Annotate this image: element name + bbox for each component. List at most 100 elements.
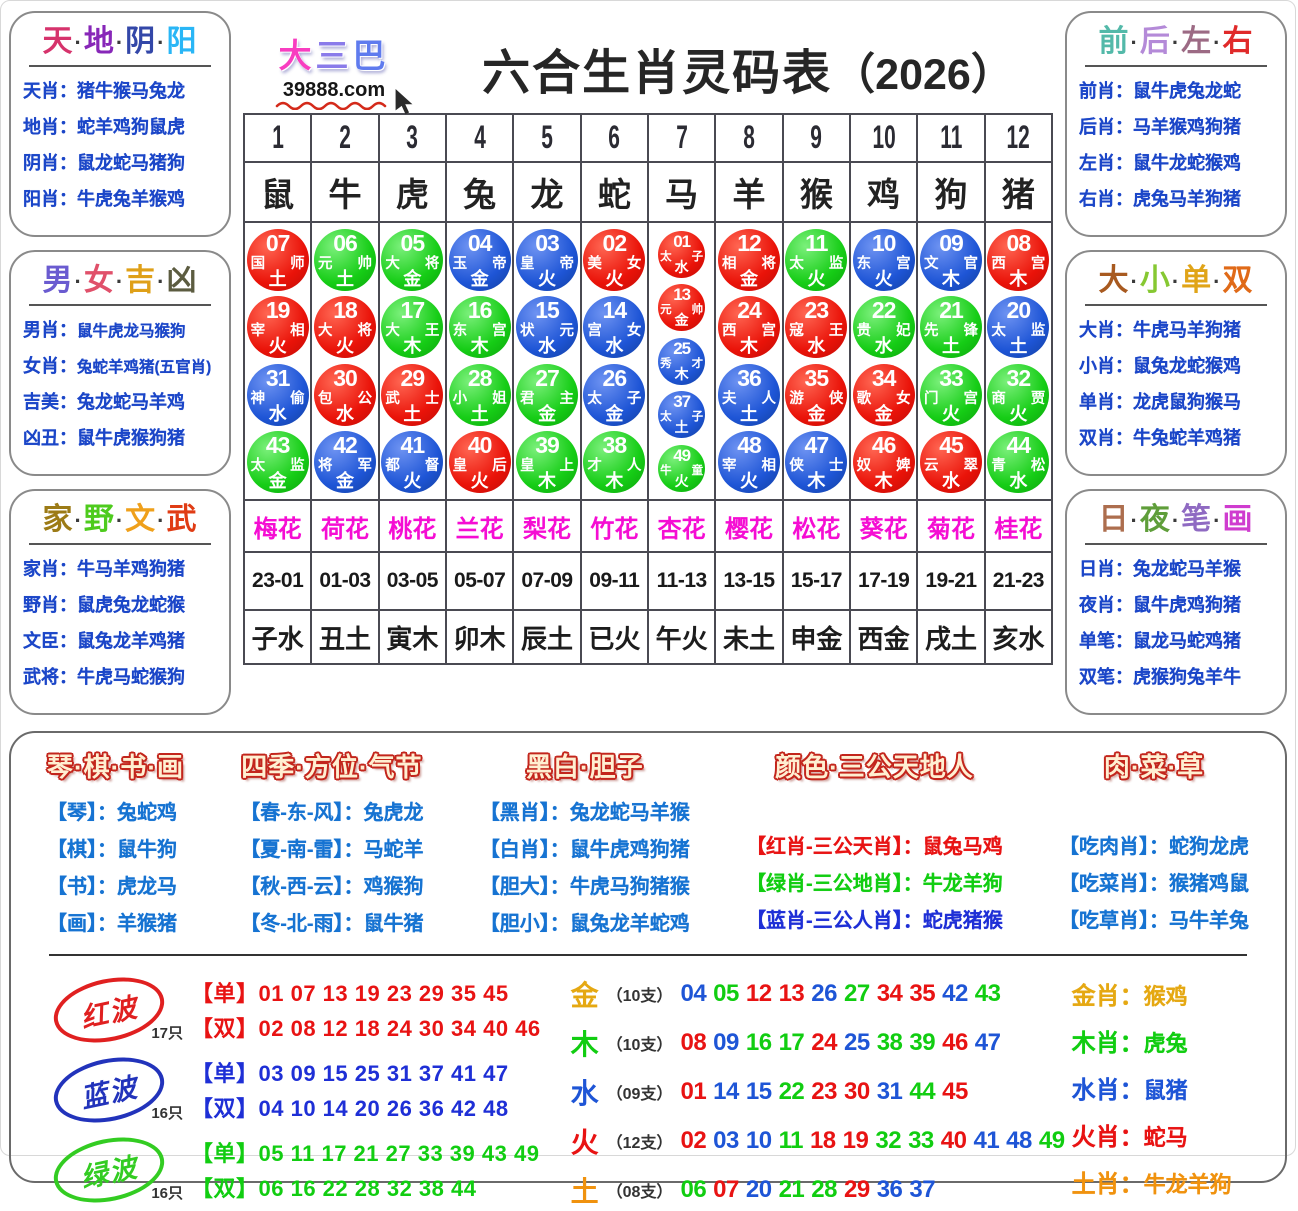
- panel-row-label: 阴肖：: [23, 153, 77, 173]
- ball-title-right: 妃: [896, 323, 911, 340]
- attribute-row-label: 【吃草肖】：: [1058, 910, 1169, 932]
- ball-number: 15: [535, 297, 560, 324]
- ball-title-right: 相: [761, 457, 776, 474]
- ball-title-right: 女: [626, 323, 642, 340]
- title-char: 家: [42, 503, 74, 536]
- time-cell: 03-05: [378, 552, 446, 610]
- ball-number: 39: [535, 431, 560, 458]
- wave-numbers: 04 10 14 20 26 36 42 48: [258, 1096, 509, 1121]
- ball-number: 40: [467, 431, 493, 458]
- panel-row-label: 双笔：: [1079, 667, 1133, 687]
- column-number-header: 3: [378, 114, 446, 162]
- ball-number: 04: [467, 230, 493, 257]
- number-ball: 04 玉 帝金: [448, 229, 511, 292]
- zodiac-char: 虎: [395, 176, 429, 213]
- ball-element: 水: [335, 403, 354, 424]
- ball-element: 金: [537, 403, 556, 424]
- dot-separator: ·: [74, 29, 83, 55]
- number-ball: 39 皇 上木: [515, 430, 578, 493]
- attribute-row-value: 牛虎马狗猪猴: [569, 876, 690, 898]
- ball-title-right: 将: [761, 256, 776, 273]
- ball-number: 41: [400, 431, 426, 458]
- right-panels: 前·后·左·右 前肖：鼠牛虎兔龙蛇 后肖：马羊猴鸡狗猪 左肖：鼠牛龙蛇猴鸡 右肖：虎兔马…: [1065, 11, 1287, 715]
- flower-cell: 菊花: [917, 500, 985, 552]
- number-ball: 30 包 公水: [313, 363, 376, 426]
- number-ball: 15 状 元水: [515, 296, 578, 359]
- element-zodiac-label: 金肖：: [1071, 983, 1144, 1010]
- ball-title-right: 主: [559, 390, 574, 407]
- panel-row-label: 日肖：: [1079, 559, 1133, 579]
- attribute-panel-title: 颜色·三公天地人: [775, 752, 974, 782]
- ball-title-left: 都: [385, 457, 400, 474]
- element-zodiac-value: 蛇马: [1143, 1125, 1188, 1150]
- flower-name: 杏花: [657, 515, 706, 543]
- wave-name: 红波: [78, 991, 142, 1033]
- ball-title-left: 才: [587, 457, 602, 474]
- title-main: 六合生肖灵码表: [482, 47, 833, 100]
- number-ball: 07 国 师土: [246, 229, 309, 292]
- flower-cell: 松花: [782, 500, 850, 552]
- odd-even-label: 【单】: [191, 1141, 259, 1166]
- column-number: 1: [271, 119, 284, 156]
- attribute-row-label: 【冬-北-雨】：: [240, 913, 364, 935]
- ball-title-left: 宰: [250, 323, 266, 340]
- site-url-link[interactable]: 39888.com: [282, 79, 386, 101]
- number-ball: 44 青 松水: [987, 430, 1050, 493]
- title-char: 阴: [125, 25, 157, 58]
- attribute-row: 【琴】：兔蛇鸡: [47, 796, 184, 825]
- ball-number: 10: [871, 230, 897, 257]
- ball-title-left: 文: [923, 256, 939, 273]
- wave-number-line: 【单】03 09 15 25 31 37 41 47: [191, 1056, 509, 1088]
- attribute-row: 【绿肖-三公地肖】：牛龙羊狗: [746, 867, 1003, 896]
- ball-element: 金: [605, 403, 624, 424]
- element-number: 13: [778, 980, 805, 1007]
- ball-column: 12 相将金 24 西宫木 36 夫人土 48 宰相火: [715, 222, 783, 500]
- ball-title-left: 太: [660, 250, 672, 263]
- title-char: 女: [83, 264, 115, 297]
- wave-name: 绿波: [78, 1151, 142, 1193]
- ball-title-right: 贾: [1030, 390, 1046, 407]
- ball-title-right: 松: [1030, 457, 1046, 474]
- panel-row: 右肖：虎兔马羊狗猪: [1079, 185, 1273, 211]
- zodiac-char: 蛇: [597, 176, 631, 213]
- attribute-row-value: 鼠兔马鸡: [922, 836, 1003, 858]
- zodiac-char: 鼠: [261, 176, 295, 213]
- element-number: 44: [909, 1078, 936, 1105]
- attribute-row-label: 【吃菜肖】：: [1058, 873, 1169, 895]
- ball-column: 01 太子水 13 元帅金 25 秀才木 37 太子土 49 牛童火: [648, 222, 716, 500]
- panel-row-value: 马羊猴鸡狗猪: [1133, 117, 1241, 137]
- branch-cell: 戌土: [917, 610, 985, 664]
- time-cell: 23-01: [244, 552, 312, 610]
- earthly-branch: 卯木: [453, 623, 506, 654]
- ball-element: 火: [537, 269, 556, 290]
- ball-element: 火: [335, 336, 354, 357]
- attribute-row: 【吃菜肖】：猴猪鸡鼠: [1059, 867, 1249, 896]
- ball-number: 35: [804, 364, 830, 391]
- site-logo[interactable]: 大三巴 39888.com: [249, 29, 419, 115]
- ball-title-left: 太: [660, 411, 672, 423]
- attribute-row-label: 【蓝肖-三公人肖】：: [746, 910, 923, 932]
- earthly-branch: 亥水: [992, 623, 1045, 654]
- panel-row-label: 前肖：: [1079, 81, 1133, 101]
- element-zodiac-value: 牛龙羊狗: [1143, 1172, 1232, 1197]
- attribute-row: 【夏-南-雷】：马蛇羊: [240, 833, 423, 862]
- title-char: 凶: [166, 264, 198, 297]
- page-title: 六合生肖灵码表（2026）: [443, 33, 1053, 103]
- title-char: 左: [1181, 25, 1213, 58]
- side-panel: 日·夜·笔·画 日肖：兔龙蛇马羊猴 夜肖：鼠牛虎鸡狗猪 单笔：鼠龙马蛇鸡猪 双笔：虎猴狗…: [1065, 489, 1287, 715]
- side-panel: 大·小·单·双 大肖：牛虎马羊狗猪 小肖：鼠兔龙蛇猴鸡 单肖：龙虎鼠狗猴马 双肖：牛兔蛇…: [1065, 250, 1287, 476]
- panel-row-label: 文臣：: [23, 631, 77, 651]
- wave-stamp-box: 蓝波 16只: [41, 1047, 191, 1132]
- title-char: 野: [83, 503, 115, 536]
- attribute-row-value: 鼠牛狗: [117, 839, 177, 861]
- panel-row-label: 单笔：: [1079, 631, 1133, 651]
- logo-char: 巴: [352, 37, 390, 74]
- ball-element: 水: [537, 336, 556, 357]
- earthly-branch: 丑土: [318, 623, 371, 654]
- ball-number: 36: [737, 364, 762, 391]
- number-ball: 49 牛 童火: [658, 444, 706, 492]
- side-panel: 家·野·文·武 家肖：牛马羊鸡狗猪 野肖：鼠虎兔龙蛇猴 文臣：鼠兔龙羊鸡猪 武将：牛虎马…: [9, 489, 231, 715]
- dot-separator: ·: [74, 268, 83, 294]
- panel-row: 前肖：鼠牛虎兔龙蛇: [1079, 77, 1273, 103]
- earthly-branch: 辰土: [520, 623, 573, 654]
